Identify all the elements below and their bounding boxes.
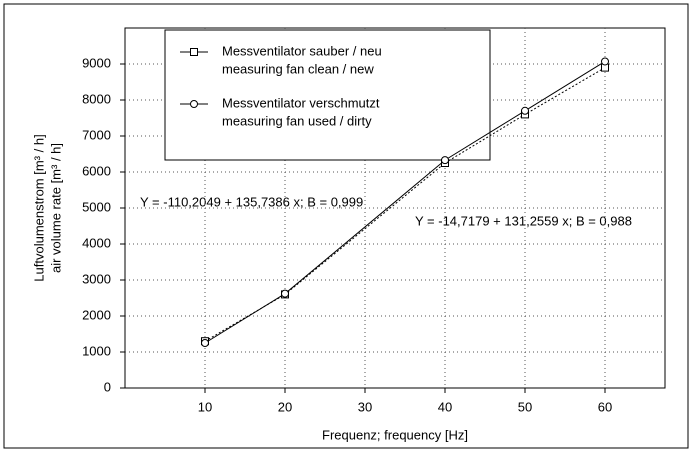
legend-label: Messventilator sauber / neu <box>222 43 382 58</box>
x-tick-label: 60 <box>598 399 612 414</box>
x-tick-label: 40 <box>438 399 452 414</box>
y-tick-label: 0 <box>104 379 111 394</box>
x-tick-label: 10 <box>198 399 212 414</box>
data-point <box>281 289 289 298</box>
x-tick-label: 50 <box>518 399 532 414</box>
legend-box <box>164 29 491 161</box>
y-tick-label: 9000 <box>82 55 111 70</box>
outer-frame <box>3 3 689 449</box>
y-tick-label: 1000 <box>82 343 111 358</box>
legend-marker <box>190 48 198 56</box>
x-tick-label: 20 <box>278 399 292 414</box>
legend-label: Messventilator verschmutzt <box>222 95 380 110</box>
y-tick-label: 2000 <box>82 307 111 322</box>
y-axis-label-line: air volume rate [m³ / h] <box>48 143 63 273</box>
legend-label: measuring fan used / dirty <box>222 113 372 128</box>
data-point <box>441 156 449 165</box>
y-tick-label: 3000 <box>82 271 111 286</box>
annotation: Y = -110,2049 + 135,7386 x; B = 0,999 <box>140 194 363 209</box>
y-axis-label-line: Luftvolumenstrom [m³ / h] <box>31 134 46 281</box>
legend-label: measuring fan clean / new <box>222 61 374 76</box>
data-point <box>201 339 209 347</box>
y-tick-label: 4000 <box>82 235 111 250</box>
y-tick-label: 5000 <box>82 199 111 214</box>
y-tick-label: 6000 <box>82 163 111 178</box>
x-tick-label: 30 <box>358 399 372 414</box>
y-axis-label: Luftvolumenstrom [m³ / h] air volume rat… <box>31 134 63 281</box>
x-axis-label: Frequenz; frequency [Hz] <box>322 427 468 442</box>
legend-marker <box>190 100 198 108</box>
y-tick-label: 8000 <box>82 91 111 106</box>
annotation: Y = -14,7179 + 131,2559 x; B = 0,988 <box>415 213 632 228</box>
data-point <box>521 106 529 115</box>
data-point <box>601 57 609 66</box>
y-tick-label: 7000 <box>82 127 111 142</box>
